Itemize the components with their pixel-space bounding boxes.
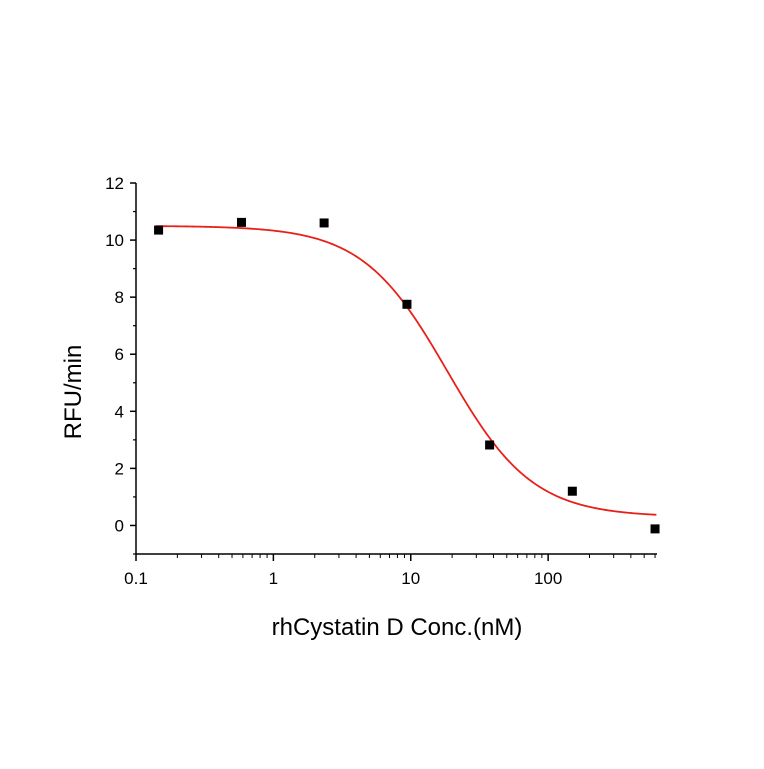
data-point <box>650 524 660 534</box>
data-point <box>236 217 246 227</box>
x-tick-label: 10 <box>401 569 420 588</box>
data-point <box>154 225 164 235</box>
y-tick-label: 6 <box>115 345 124 364</box>
axes <box>130 182 657 561</box>
fit-curve-layer <box>155 225 657 516</box>
data-point <box>402 299 412 309</box>
x-tick-label: 0.1 <box>124 569 148 588</box>
y-axis-title: RFU/min <box>60 345 87 440</box>
y-tick-label: 8 <box>115 288 124 307</box>
y-tick-label: 12 <box>105 174 124 193</box>
y-tick-label: 4 <box>115 402 124 421</box>
x-tick-label: 100 <box>534 569 562 588</box>
data-points-layer <box>154 217 660 534</box>
data-point <box>319 218 329 228</box>
x-axis-title: rhCystatin D Conc.(nM) <box>272 614 523 641</box>
y-tick-label: 0 <box>115 516 124 535</box>
y-tick-label: 10 <box>105 231 124 250</box>
data-point <box>485 440 495 450</box>
y-tick-label: 2 <box>115 459 124 478</box>
x-tick-label: 1 <box>269 569 278 588</box>
tick-labels-layer: 0 2 4 6 8 10 12 0.1 1 10 100 <box>105 174 562 588</box>
fit-curve-line <box>155 225 657 516</box>
data-point <box>567 486 577 496</box>
